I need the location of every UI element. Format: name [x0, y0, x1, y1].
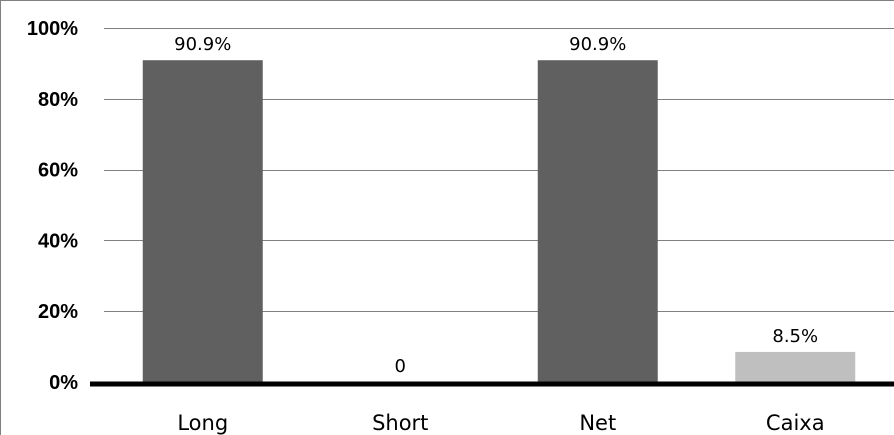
- data-label-short: 0: [395, 356, 406, 377]
- y-axis-tick-labels: 0% 20% 40% 60% 80% 100%: [27, 18, 78, 394]
- x-tick-label-net: Net: [579, 411, 616, 435]
- data-label-long: 90.9%: [174, 34, 231, 55]
- y-tick-label: 100%: [27, 18, 78, 40]
- x-tick-label-long: Long: [177, 411, 228, 435]
- data-label-background: [756, 323, 835, 349]
- y-tick-label: 0%: [49, 372, 78, 394]
- bar-caixa: [735, 351, 856, 382]
- data-label-background: [378, 354, 422, 379]
- y-tick-label: 40%: [38, 230, 78, 252]
- bar-long: [142, 60, 263, 383]
- y-tick-label: 80%: [38, 89, 78, 111]
- data-label-caixa: 8.5%: [772, 326, 818, 347]
- x-axis-category-labels: Long Short Net Caixa: [177, 411, 824, 435]
- data-labels: 90.9% 0 90.9% 8.5%: [158, 32, 835, 379]
- data-label-net: 90.9%: [569, 34, 626, 55]
- y-tick-label: 60%: [38, 160, 78, 182]
- x-tick-label-caixa: Caixa: [766, 411, 825, 435]
- x-tick-label-short: Short: [372, 411, 428, 435]
- bars: [142, 60, 856, 383]
- data-label-background: [158, 32, 248, 58]
- y-tick-label: 20%: [38, 301, 78, 323]
- bar-net: [537, 60, 658, 383]
- data-label-background: [553, 32, 643, 58]
